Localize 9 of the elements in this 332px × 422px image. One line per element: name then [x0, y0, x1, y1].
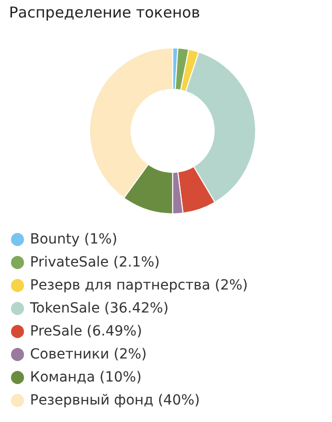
legend-label: PreSale (6.49%): [30, 324, 142, 340]
legend-label: PrivateSale (2.1%): [30, 254, 160, 270]
legend-label: Советники (2%): [30, 346, 147, 362]
legend-label: Резервный фонд (40%): [30, 392, 200, 408]
chart-title: Распределение токенов: [9, 4, 200, 22]
legend-label: Bounty (1%): [30, 232, 118, 248]
legend-label: TokenSale (36.42%): [29, 300, 169, 316]
legend-label: Резерв для партнерства (2%): [30, 278, 248, 294]
legend-label: Команда (10%): [30, 370, 142, 386]
